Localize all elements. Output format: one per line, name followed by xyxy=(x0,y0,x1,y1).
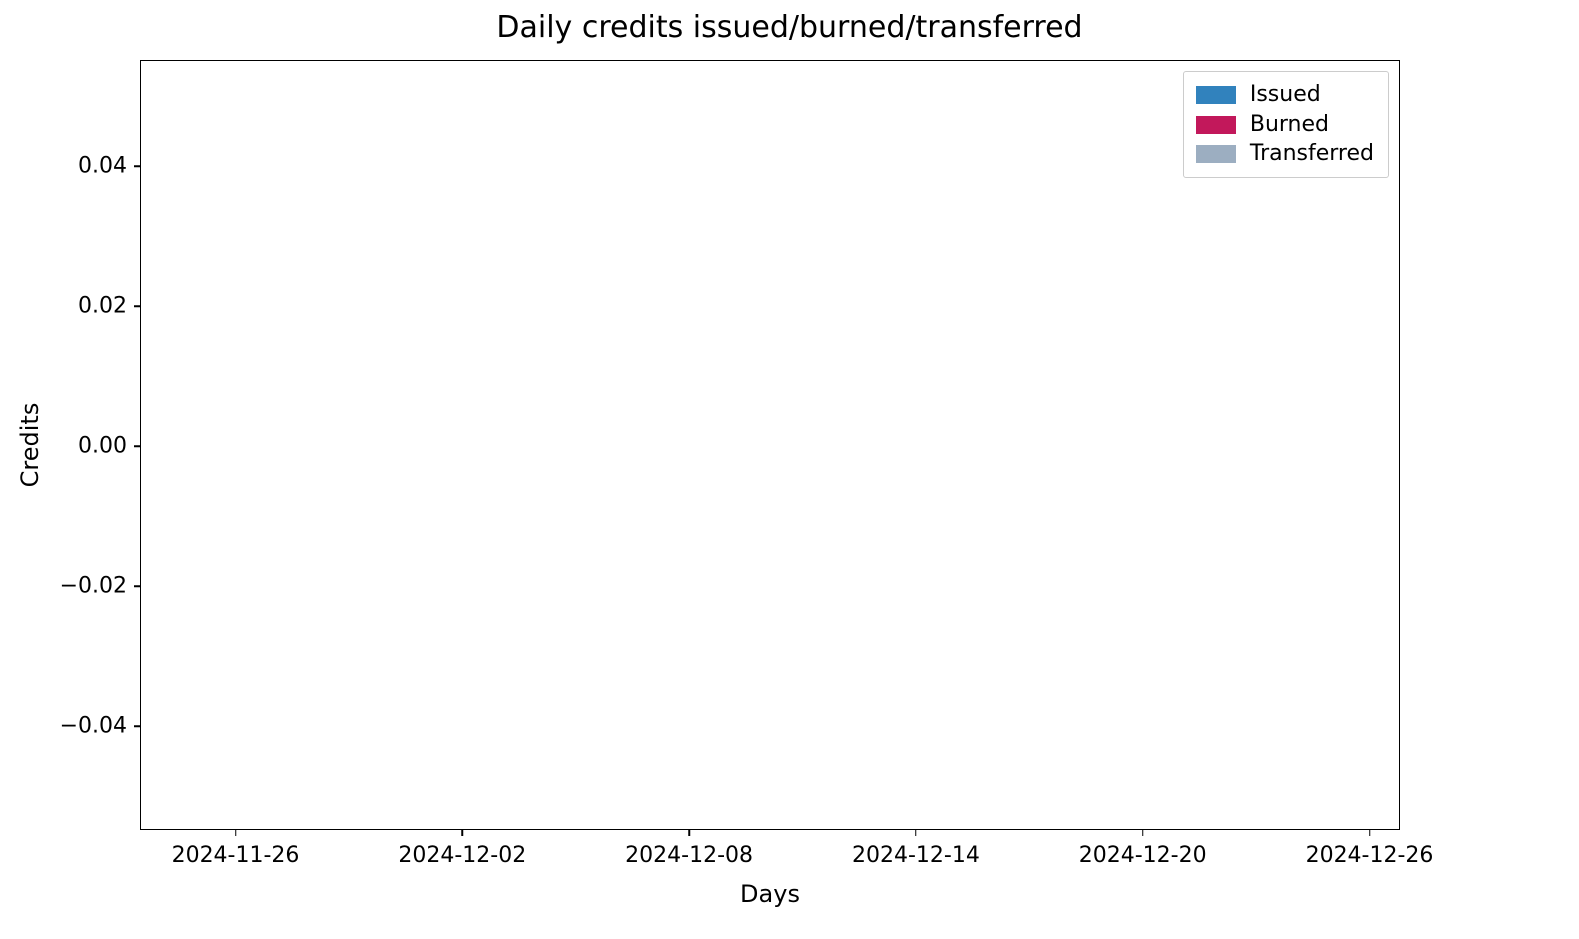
x-tick-label: 2024-11-26 xyxy=(172,829,300,868)
chart-title: Daily credits issued/burned/transferred xyxy=(0,10,1579,45)
x-tick-label: 2024-12-08 xyxy=(625,829,753,868)
y-tick-label: 0.04 xyxy=(78,154,141,179)
x-tick-label: 2024-12-02 xyxy=(398,829,526,868)
x-tick-label: 2024-12-14 xyxy=(852,829,980,868)
y-tick-label: −0.02 xyxy=(60,574,141,599)
figure: Daily credits issued/burned/transferred … xyxy=(0,0,1579,939)
legend-item-burned: Burned xyxy=(1196,110,1374,140)
legend-item-transferred: Transferred xyxy=(1196,139,1374,169)
legend: Issued Burned Transferred xyxy=(1183,71,1389,178)
plot-area: Issued Burned Transferred −0.04−0.020.00… xyxy=(140,60,1400,830)
x-tick-label: 2024-12-20 xyxy=(1079,829,1207,868)
legend-swatch-transferred xyxy=(1196,145,1236,163)
x-axis-label: Days xyxy=(740,880,800,908)
legend-item-issued: Issued xyxy=(1196,80,1374,110)
y-tick-label: 0.02 xyxy=(78,294,141,319)
legend-swatch-burned xyxy=(1196,116,1236,134)
y-axis-label: Credits xyxy=(16,403,44,488)
legend-label-transferred: Transferred xyxy=(1250,139,1374,169)
legend-label-burned: Burned xyxy=(1250,110,1329,140)
y-tick-label: −0.04 xyxy=(60,714,141,739)
legend-swatch-issued xyxy=(1196,86,1236,104)
legend-label-issued: Issued xyxy=(1250,80,1321,110)
x-tick-label: 2024-12-26 xyxy=(1306,829,1434,868)
y-tick-label: 0.00 xyxy=(78,434,141,459)
